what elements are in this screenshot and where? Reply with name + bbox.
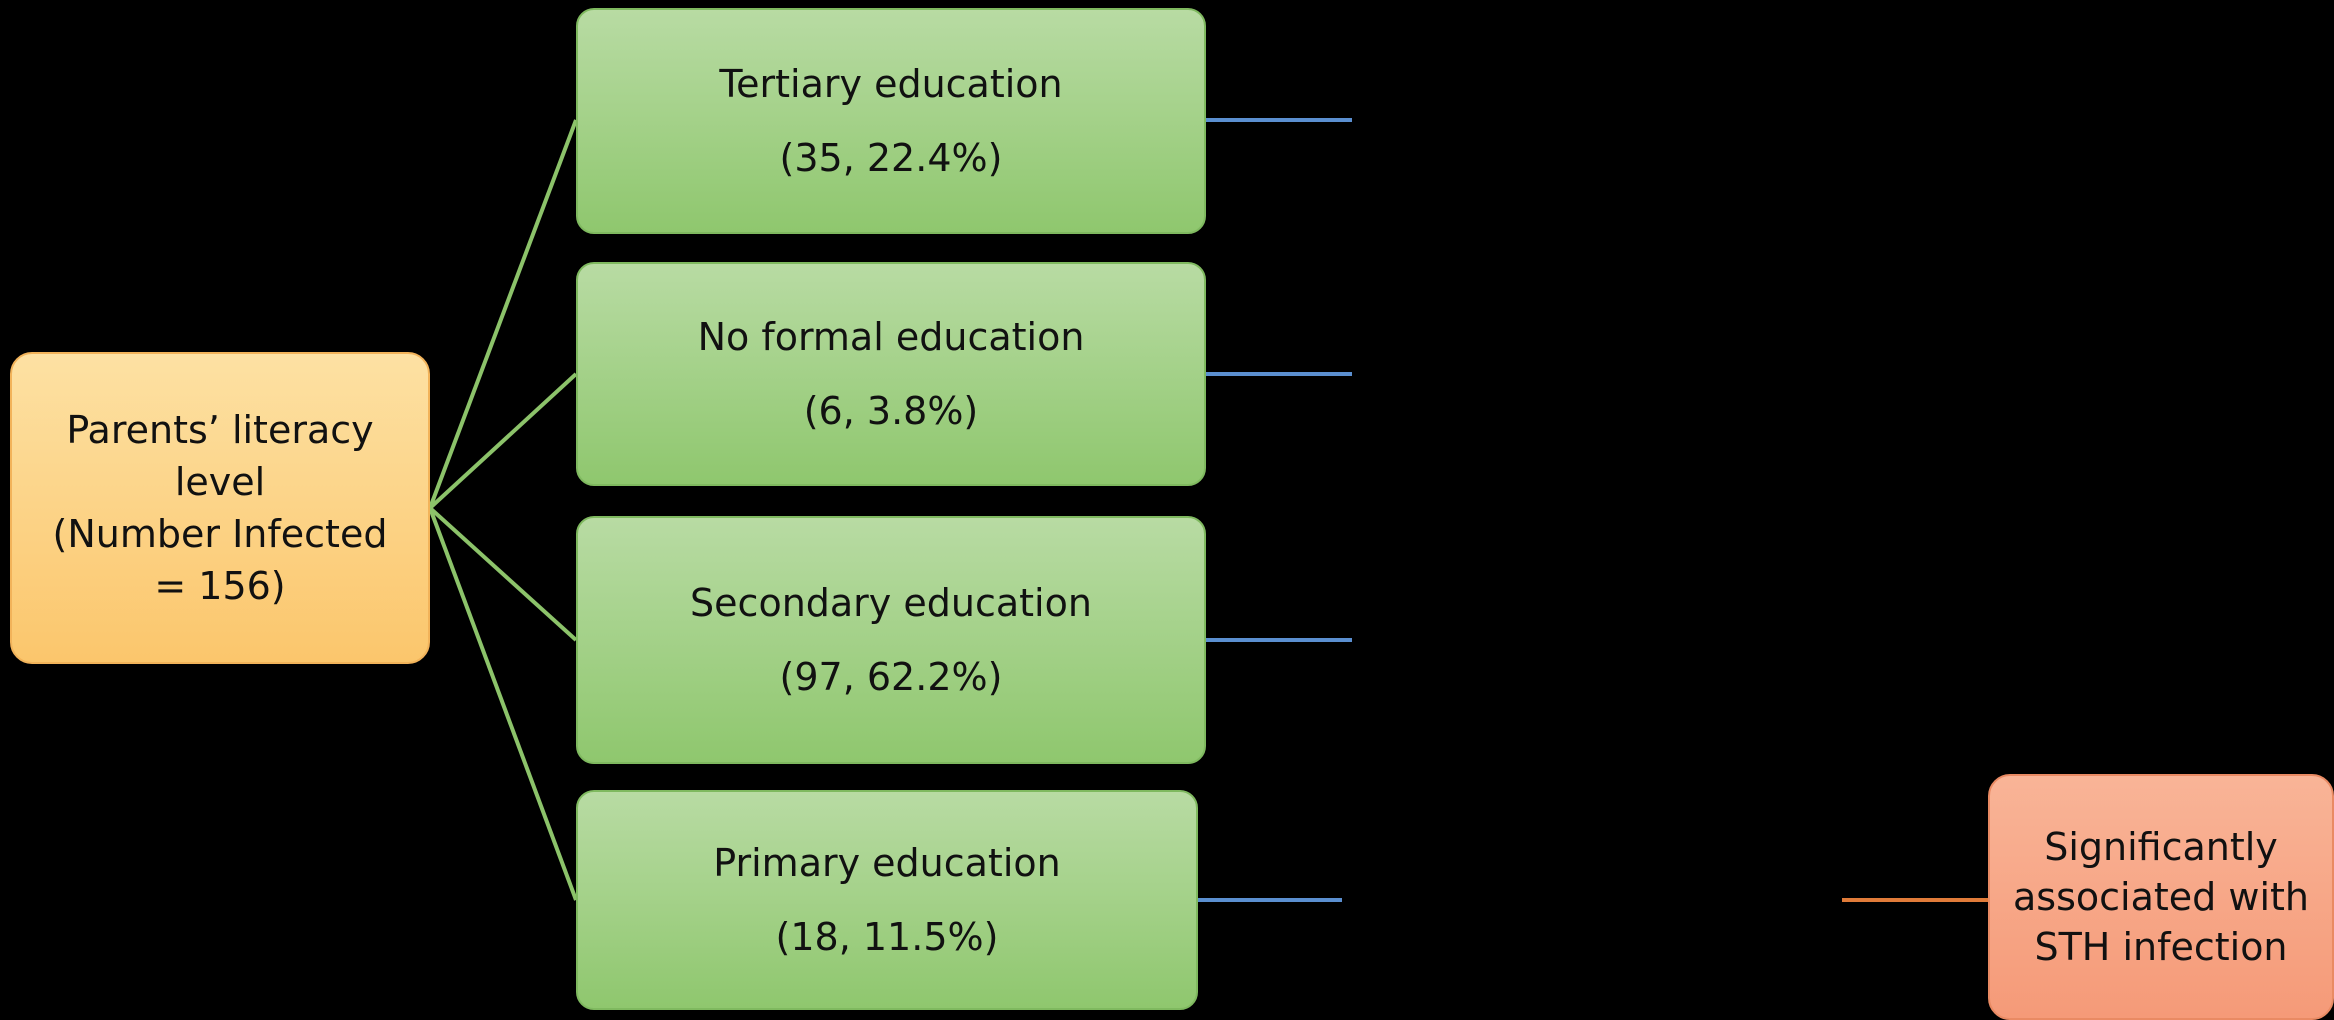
category-label: Secondary education <box>690 581 1092 625</box>
category-label: Tertiary education <box>719 62 1063 106</box>
result-node-significant: Significantly associated with STH infect… <box>1988 774 2334 1020</box>
category-label: No formal education <box>697 315 1085 359</box>
category-node-primary: Primary education (18, 11.5%) <box>576 790 1198 1010</box>
result-line-1: Significantly <box>2044 825 2278 869</box>
root-node-parents-literacy: Parents’ literacy level (Number Infected… <box>10 352 430 664</box>
connector-root-tertiary <box>428 119 578 509</box>
result-line-2: associated with <box>2013 875 2309 919</box>
category-label: Primary education <box>713 841 1061 885</box>
category-stats: (18, 11.5%) <box>775 915 999 959</box>
category-node-tertiary: Tertiary education (35, 22.4%) <box>576 8 1206 234</box>
connector-root-primary <box>428 507 578 901</box>
category-node-secondary: Secondary education (97, 62.2%) <box>576 516 1206 764</box>
category-stats: (35, 22.4%) <box>779 136 1003 180</box>
root-line-4: = 156) <box>154 564 286 608</box>
connector-root-secondary <box>428 506 578 642</box>
category-node-no-formal: No formal education (6, 3.8%) <box>576 262 1206 486</box>
root-line-3: (Number Infected <box>52 512 388 556</box>
root-line-1: Parents’ literacy <box>66 408 374 452</box>
result-line-3: STH infection <box>2034 925 2288 969</box>
root-line-2: level <box>174 460 266 504</box>
category-stats: (6, 3.8%) <box>803 389 979 433</box>
category-stats: (97, 62.2%) <box>779 655 1003 699</box>
connector-root-no-formal <box>428 372 578 510</box>
